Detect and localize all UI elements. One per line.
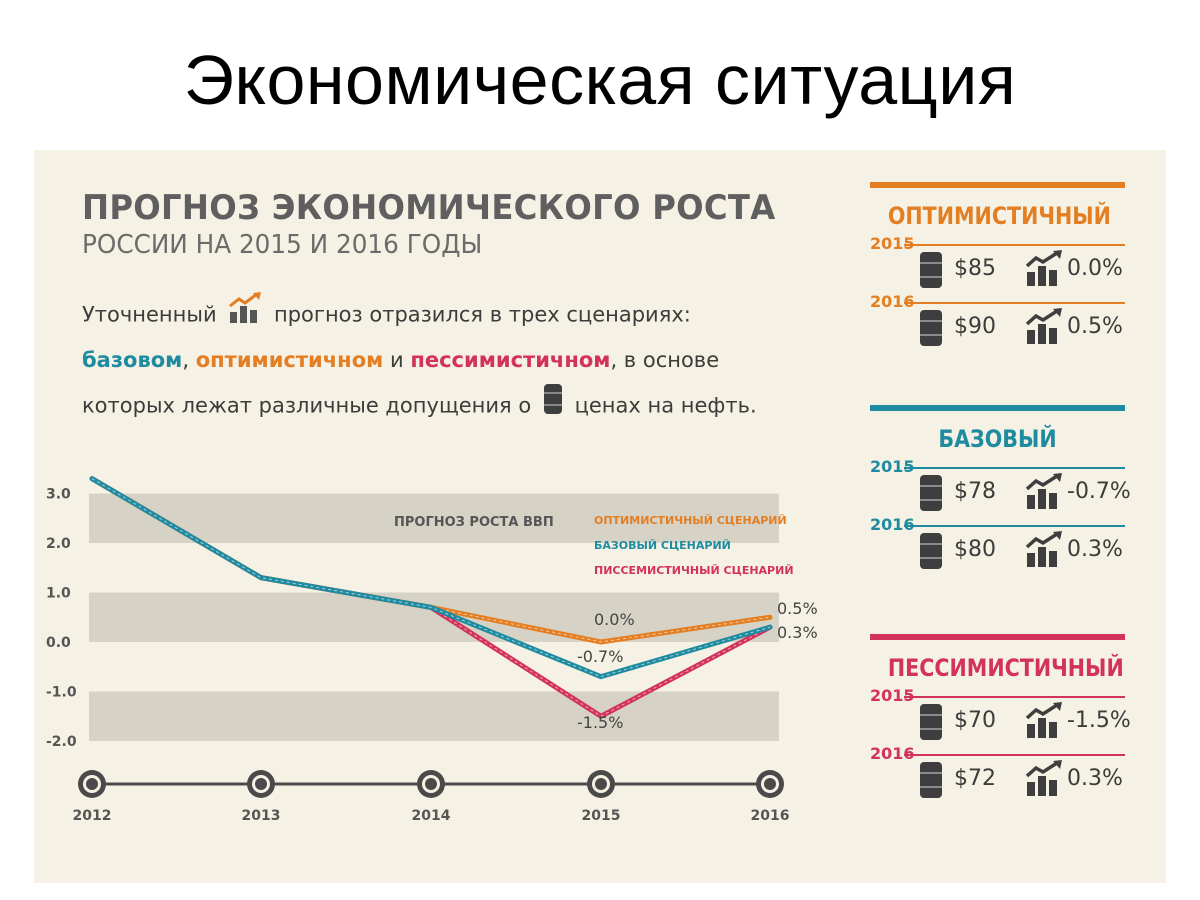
- scenario-card: ПЕССИМИСТИЧНЫЙ 2015 $70 -1.5% 2016 $72 0.3%: [870, 634, 1131, 798]
- data-label: 0.0%: [594, 610, 635, 629]
- grid-band: [89, 592, 779, 642]
- growth-chart-icon: [1024, 760, 1064, 803]
- slide-title: Экономическая ситуация: [183, 41, 1017, 119]
- scenario-title: БАЗОВЫЙ: [938, 425, 1057, 453]
- x-tick-label: 2015: [582, 808, 621, 824]
- oil-barrel-icon: [918, 531, 944, 576]
- scenario-row: 2015 $85 0.0%: [870, 230, 1130, 288]
- timeline-node-dot: [255, 778, 267, 790]
- gdp-growth-value: -1.5%: [1067, 708, 1131, 733]
- growth-chart-icon: [1024, 473, 1064, 516]
- x-tick-label: 2012: [73, 808, 112, 824]
- growth-chart-icon: [227, 292, 263, 339]
- y-tick-label: 3.0: [46, 487, 71, 503]
- chart-title: ПРОГНОЗ РОСТА ВВП: [394, 515, 554, 530]
- gdp-growth-value: 0.0%: [1067, 256, 1123, 281]
- timeline-node-dot: [595, 778, 607, 790]
- growth-chart-icon: [1024, 531, 1064, 574]
- scenario-divider: [904, 754, 1125, 756]
- infographic-subtitle: РОССИИ НА 2015 И 2016 ГОДЫ: [82, 230, 483, 260]
- data-label: -0.7%: [577, 647, 623, 666]
- growth-chart-icon: [1024, 702, 1064, 745]
- intro-text-part: , в основе: [610, 348, 720, 372]
- x-tick-label: 2014: [412, 808, 451, 824]
- scenario-year: 2015: [870, 457, 915, 476]
- y-tick-label: -2.0: [46, 734, 77, 750]
- scenario-color-bar: [870, 182, 1125, 188]
- scenario-divider: [904, 696, 1125, 698]
- y-tick-label: -1.0: [46, 685, 77, 701]
- oil-price: $85: [954, 256, 996, 281]
- intro-text-part: и: [389, 348, 404, 372]
- data-label: 0.5%: [777, 599, 818, 618]
- infographic-title: ПРОГНОЗ ЭКОНОМИЧЕСКОГО РОСТА: [82, 188, 776, 228]
- oil-barrel-icon: [918, 250, 944, 295]
- gdp-growth-value: 0.3%: [1067, 766, 1123, 791]
- growth-chart-icon: [1024, 250, 1064, 293]
- x-tick-label: 2013: [242, 808, 281, 824]
- scenario-divider: [904, 302, 1125, 304]
- oil-barrel-icon: [918, 702, 944, 747]
- scenario-divider: [904, 467, 1125, 469]
- oil-price: $90: [954, 314, 996, 339]
- gdp-growth-value: -0.7%: [1067, 479, 1131, 504]
- scenario-row: 2015 $78 -0.7%: [870, 453, 1131, 511]
- oil-price: $80: [954, 537, 996, 562]
- scenario-year: 2015: [870, 234, 915, 253]
- scenario-card: БАЗОВЫЙ 2015 $78 -0.7% 2016 $80 0.3%: [870, 405, 1131, 569]
- infographic-panel: ПРОГНОЗ ЭКОНОМИЧЕСКОГО РОСТА РОССИИ НА 2…: [34, 150, 1166, 883]
- scenario-title: ОПТИМИСТИЧНЫЙ: [887, 202, 1111, 230]
- intro-text-part: ,: [182, 348, 190, 372]
- growth-chart-icon: [1024, 308, 1064, 351]
- scenario-row: 2016 $80 0.3%: [870, 511, 1130, 569]
- scenario-divider: [904, 525, 1125, 527]
- scenario-color-bar: [870, 405, 1125, 411]
- data-label: 0.3%: [777, 623, 818, 642]
- scenario-year: 2016: [870, 515, 915, 534]
- intro-text-part: прогноз отразился в трех сценариях:: [274, 302, 691, 327]
- y-tick-label: 0.0: [46, 635, 71, 651]
- intro-text: Уточненный прогноз отразился в трех сцен…: [82, 292, 802, 431]
- intro-pessimistic-word: пессимистичном: [410, 348, 611, 372]
- series-line-stitch: [91, 478, 771, 678]
- gdp-forecast-chart: 3.0 2.0 1.0 0.0 -1.0 -2.0 ПРОГНОЗ РОСТА ВВП ОПТ…: [46, 476, 818, 824]
- scenario-year: 2015: [870, 686, 915, 705]
- timeline-node-dot: [425, 778, 437, 790]
- legend-entry: ПИССЕМИСТИЧНЫЙ СЦЕНАРИЙ: [594, 564, 794, 577]
- intro-optimistic-word: оптимистичном: [195, 348, 384, 372]
- oil-price: $70: [954, 708, 996, 733]
- scenario-year: 2016: [870, 292, 915, 311]
- intro-text-part: которых лежат различные допущения о: [82, 393, 532, 418]
- grid-band: [89, 691, 779, 741]
- oil-barrel-icon: [542, 382, 564, 431]
- grid-band: [89, 493, 779, 543]
- scenario-card: ОПТИМИСТИЧНЫЙ 2015 $85 0.0% 2016 $90 0.5%: [870, 182, 1130, 346]
- y-tick-label: 1.0: [46, 586, 71, 602]
- scenario-row: 2015 $70 -1.5%: [870, 682, 1131, 740]
- legend-entry: БАЗОВЫЙ СЦЕНАРИЙ: [594, 539, 731, 552]
- oil-price: $72: [954, 766, 996, 791]
- timeline-node-dot: [86, 778, 98, 790]
- data-label: -1.5%: [577, 713, 623, 732]
- scenario-color-bar: [870, 634, 1125, 640]
- legend-entry: ОПТИМИСТИЧНЫЙ СЦЕНАРИЙ: [594, 514, 787, 527]
- scenario-divider: [904, 244, 1125, 246]
- gdp-growth-value: 0.5%: [1067, 314, 1123, 339]
- x-tick-label: 2016: [751, 808, 790, 824]
- oil-price: $78: [954, 479, 996, 504]
- scenario-row: 2016 $72 0.3%: [870, 740, 1130, 798]
- oil-barrel-icon: [918, 473, 944, 518]
- y-tick-label: 2.0: [46, 536, 71, 552]
- timeline-node-dot: [764, 778, 776, 790]
- oil-barrel-icon: [918, 308, 944, 353]
- intro-text-part: ценах на нефть.: [574, 393, 757, 418]
- scenario-title: ПЕССИМИСТИЧНЫЙ: [887, 654, 1124, 682]
- gdp-growth-value: 0.3%: [1067, 537, 1123, 562]
- intro-base-word: базовом: [82, 348, 183, 372]
- oil-barrel-icon: [918, 760, 944, 805]
- scenario-row: 2016 $90 0.5%: [870, 288, 1130, 346]
- intro-text-part: Уточненный: [82, 302, 217, 327]
- scenario-year: 2016: [870, 744, 915, 763]
